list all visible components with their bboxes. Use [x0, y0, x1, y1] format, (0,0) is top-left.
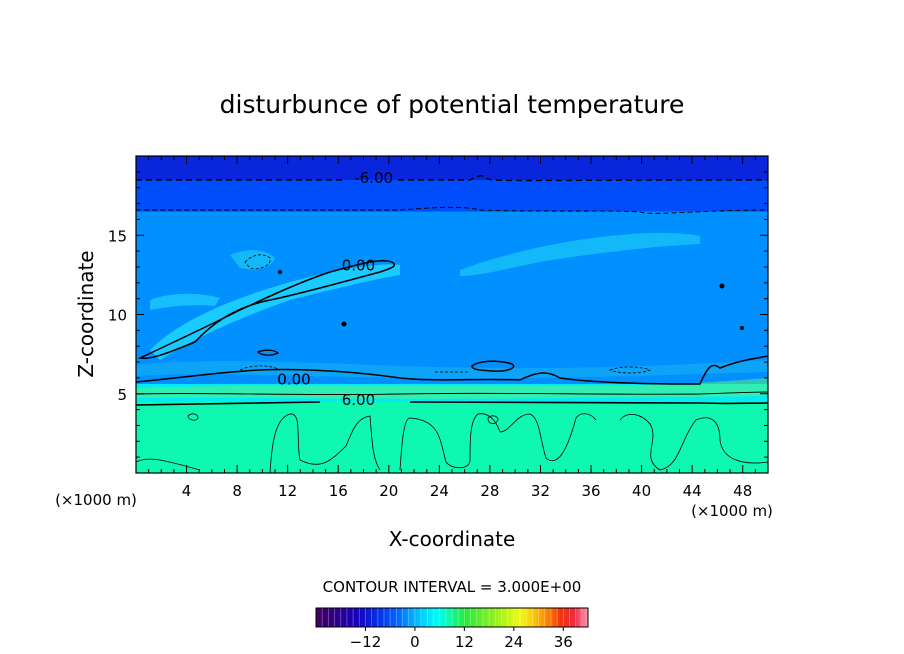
contour-line-zero-island [256, 349, 280, 356]
contour-line-plus3 [136, 391, 768, 396]
y-tick-label: 15 [108, 227, 127, 245]
x-tick-label: 4 [182, 482, 192, 500]
colorbar-tick-label: 0 [410, 633, 420, 651]
contour-line-small-dashed [244, 254, 271, 269]
colorbar-segments [321, 608, 583, 627]
x-axis: 4 8 12 16 20 24 28 32 36 40 44 48 [135, 156, 769, 500]
chart-title: disturbunce of potential temperature [220, 90, 685, 119]
contour-label: 0.00 [277, 370, 310, 388]
x-tick-label: 40 [632, 482, 651, 500]
contour-label: 6.00 [342, 391, 375, 409]
colorbar-ticks: −12 0 12 24 36 [350, 627, 573, 651]
contour-line-plus6 [136, 401, 768, 406]
contour-line-minus6 [136, 175, 768, 182]
contour-line-zero-upper [137, 259, 396, 360]
contour-dot [278, 270, 282, 274]
contour-line-zero-island [471, 360, 515, 372]
contour-dot [341, 321, 347, 327]
y-axis-label: Z-coordinate [74, 250, 98, 377]
colorbar-tick-label: 12 [455, 633, 474, 651]
plot-area: -6.00 0.00 0.00 6.00 [136, 156, 768, 473]
field-patch-blue [136, 360, 768, 379]
y-axis-unit: (×1000 m) [55, 491, 137, 509]
x-tick-label: 48 [733, 482, 752, 500]
contour-line-zero-lower [136, 355, 768, 385]
contour-line-minus3 [136, 206, 768, 214]
contour-label: 0.00 [342, 256, 375, 274]
x-tick-label: 24 [430, 482, 449, 500]
field-patch-blue [460, 232, 700, 276]
contour-line-small [187, 413, 199, 421]
contour-line-small [487, 415, 499, 424]
contour-line-small-dashed [608, 366, 652, 374]
x-tick-label: 8 [232, 482, 242, 500]
contour-dot [740, 326, 744, 330]
colorbar-tick-label: −12 [350, 633, 382, 651]
x-tick-label: 44 [683, 482, 702, 500]
x-tick-label: 36 [581, 482, 600, 500]
contour-line-plus9 [136, 413, 768, 473]
contour-line-small-dashed [239, 365, 281, 371]
x-tick-label: 16 [329, 482, 348, 500]
x-axis-unit: (×1000 m) [691, 502, 773, 520]
contour-interval-text: CONTOUR INTERVAL = 3.000E+00 [323, 578, 582, 596]
y-tick-label: 10 [108, 307, 127, 325]
colorbar-frame [315, 607, 589, 628]
colorbar-tick-label: 36 [554, 633, 573, 651]
colorbar-gradient [316, 608, 588, 627]
contour-dot [719, 283, 725, 289]
x-tick-label: 32 [531, 482, 550, 500]
y-axis: 5 10 15 [108, 155, 768, 474]
field-contours [136, 175, 768, 473]
x-tick-label: 28 [480, 482, 499, 500]
field-patch-blue [150, 293, 220, 310]
colorbar-tick-label: 24 [504, 633, 523, 651]
contour-label: -6.00 [354, 169, 393, 187]
field-patch-blue [150, 264, 400, 360]
y-tick-label: 5 [117, 386, 127, 404]
contour-label-group: -6.00 0.00 0.00 6.00 [277, 169, 393, 409]
x-axis-label: X-coordinate [389, 527, 516, 551]
colorbar: −12 0 12 24 36 [315, 607, 589, 651]
x-tick-label: 12 [278, 482, 297, 500]
x-tick-label: 20 [379, 482, 398, 500]
